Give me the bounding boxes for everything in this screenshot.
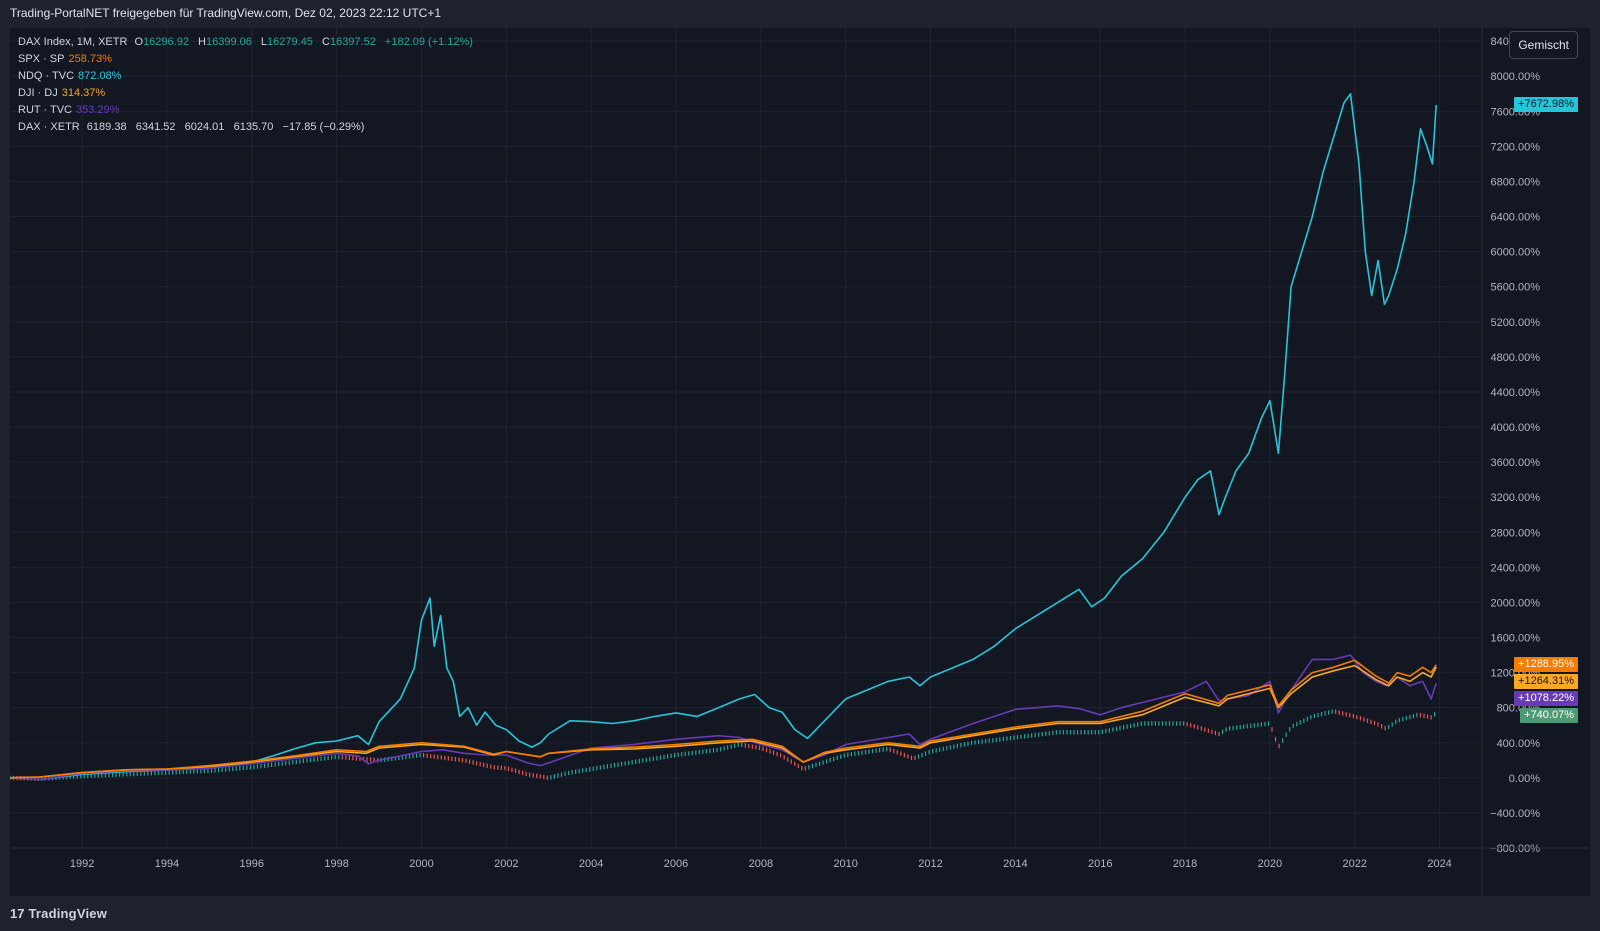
y-tick-label: 1600.00% bbox=[1490, 633, 1540, 645]
legend-series-value: 353.29% bbox=[76, 104, 120, 116]
legend-close-label: C bbox=[322, 36, 330, 48]
legend-series-row[interactable]: SPX · SP 258.73% bbox=[18, 51, 479, 68]
y-tick-label: 7200.00% bbox=[1490, 141, 1540, 153]
legend-series-name: NDQ · TVC bbox=[18, 70, 75, 82]
price-tag: +7672.98% bbox=[1514, 96, 1578, 112]
legend-series-value: 314.37% bbox=[61, 87, 106, 99]
scale-mode-button[interactable]: Gemischt bbox=[1509, 31, 1578, 59]
legend-close-value: 16397.52 bbox=[329, 36, 376, 48]
legend-series-value: 872.08% bbox=[78, 70, 122, 82]
series-line bbox=[10, 93, 1437, 781]
y-tick-label: 5600.00% bbox=[1490, 282, 1540, 294]
x-tick-label: 2016 bbox=[1088, 858, 1112, 870]
price-tag: +740.07% bbox=[1520, 707, 1578, 723]
legend-series-row[interactable]: NDQ · TVC 872.08% bbox=[18, 68, 479, 85]
y-tick-label: 2800.00% bbox=[1490, 527, 1540, 539]
legend-open-label: O bbox=[134, 36, 144, 48]
chart-header: Trading-PortalNET freigegeben für Tradin… bbox=[0, 0, 1600, 27]
legend-high-value: 16399.06 bbox=[205, 36, 252, 48]
y-tick-label: 6800.00% bbox=[1490, 176, 1540, 188]
x-tick-label: 2020 bbox=[1258, 858, 1282, 870]
x-tick-label: 2014 bbox=[1003, 858, 1027, 870]
legend-low-label: L bbox=[260, 36, 268, 48]
legend-series-row[interactable]: RUT · TVC 353.29% bbox=[18, 102, 479, 119]
chart-area[interactable]: −800.00%−400.00%0.00%400.00%800.00%1200.… bbox=[10, 28, 1590, 896]
series-line bbox=[10, 654, 1437, 781]
grid-lines bbox=[10, 28, 1482, 849]
legend-series-name: RUT · TVC bbox=[18, 104, 72, 116]
x-tick-label: 2010 bbox=[833, 858, 857, 870]
y-tick-label: −400.00% bbox=[1490, 808, 1540, 820]
y-tick-label: 5200.00% bbox=[1490, 317, 1540, 329]
y-tick-label: 3200.00% bbox=[1490, 492, 1540, 504]
x-tick-label: 1996 bbox=[240, 858, 264, 870]
y-tick-label: 6400.00% bbox=[1490, 212, 1540, 224]
y-tick-label: 2400.00% bbox=[1490, 562, 1540, 574]
series-line bbox=[10, 659, 1437, 779]
x-tick-label: 2024 bbox=[1427, 858, 1451, 870]
x-tick-label: 2022 bbox=[1342, 858, 1366, 870]
legend-open-value: 16296.92 bbox=[143, 36, 189, 48]
x-tick-label: 1998 bbox=[324, 858, 348, 870]
legend-dax-xetr-values: 6189.38 6341.52 6024.01 6135.70 −17.85 (… bbox=[86, 121, 365, 133]
x-tick-label: 2000 bbox=[409, 858, 433, 870]
y-tick-label: 4800.00% bbox=[1490, 352, 1540, 364]
legend-dax-xetr-name: DAX · XETR bbox=[18, 121, 80, 133]
y-tick-label: 4400.00% bbox=[1490, 387, 1540, 399]
price-tag: +1078.22% bbox=[1514, 690, 1578, 706]
legend-series-name: SPX · SP bbox=[18, 53, 65, 65]
x-tick-label: 2006 bbox=[664, 858, 688, 870]
x-tick-label: 2018 bbox=[1173, 858, 1197, 870]
x-tick-label: 2008 bbox=[749, 858, 773, 870]
legend-series-list: SPX · SP 258.73% NDQ · TVC 872.08% DJI · DJ 3… bbox=[18, 51, 479, 119]
x-tick-label: 2012 bbox=[918, 858, 942, 870]
chart-legend: DAX Index, 1M, XETR O16296.92 H16399.06 … bbox=[18, 34, 479, 136]
legend-change: +182.09 (+1.12%) bbox=[384, 36, 473, 48]
price-tag: +1288.95% bbox=[1514, 656, 1578, 672]
legend-series-row[interactable]: DJI · DJ 314.37% bbox=[18, 85, 479, 102]
y-tick-label: 3600.00% bbox=[1490, 457, 1540, 469]
tradingview-logo-text[interactable]: TradingView bbox=[28, 906, 108, 921]
price-tag: +1264.31% bbox=[1514, 673, 1578, 689]
chart-canvas[interactable]: −800.00%−400.00%0.00%400.00%800.00%1200.… bbox=[10, 28, 1590, 896]
x-tick-label: 2004 bbox=[579, 858, 603, 870]
legend-series-value: 258.73% bbox=[68, 53, 112, 65]
y-tick-label: 2000.00% bbox=[1490, 597, 1540, 609]
tradingview-logo-icon[interactable]: 17 bbox=[10, 906, 25, 921]
dax-candles bbox=[10, 709, 1436, 781]
header-title: Trading-PortalNET freigegeben für Tradin… bbox=[10, 6, 442, 20]
x-tick-label: 2002 bbox=[494, 858, 518, 870]
y-tick-label: 400.00% bbox=[1497, 738, 1541, 750]
series-line bbox=[10, 664, 1437, 779]
y-tick-label: 4000.00% bbox=[1490, 422, 1540, 434]
y-tick-label: 0.00% bbox=[1509, 773, 1540, 785]
y-tick-label: −800.00% bbox=[1490, 843, 1540, 855]
legend-main-row[interactable]: DAX Index, 1M, XETR O16296.92 H16399.06 … bbox=[18, 34, 479, 51]
x-tick-label: 1994 bbox=[155, 858, 179, 870]
x-tick-label: 1992 bbox=[70, 858, 94, 870]
legend-high-label: H bbox=[198, 36, 206, 48]
y-tick-label: 6000.00% bbox=[1490, 247, 1540, 259]
legend-low-value: 16279.45 bbox=[267, 36, 313, 48]
legend-series-name: DJI · DJ bbox=[18, 87, 58, 99]
legend-main-name: DAX Index, 1M, XETR bbox=[18, 36, 128, 48]
y-tick-label: 8000.00% bbox=[1490, 71, 1540, 83]
legend-dax-xetr-row[interactable]: DAX · XETR 6189.38 6341.52 6024.01 6135.… bbox=[18, 119, 479, 136]
footer: 17 TradingView bbox=[0, 896, 1600, 931]
